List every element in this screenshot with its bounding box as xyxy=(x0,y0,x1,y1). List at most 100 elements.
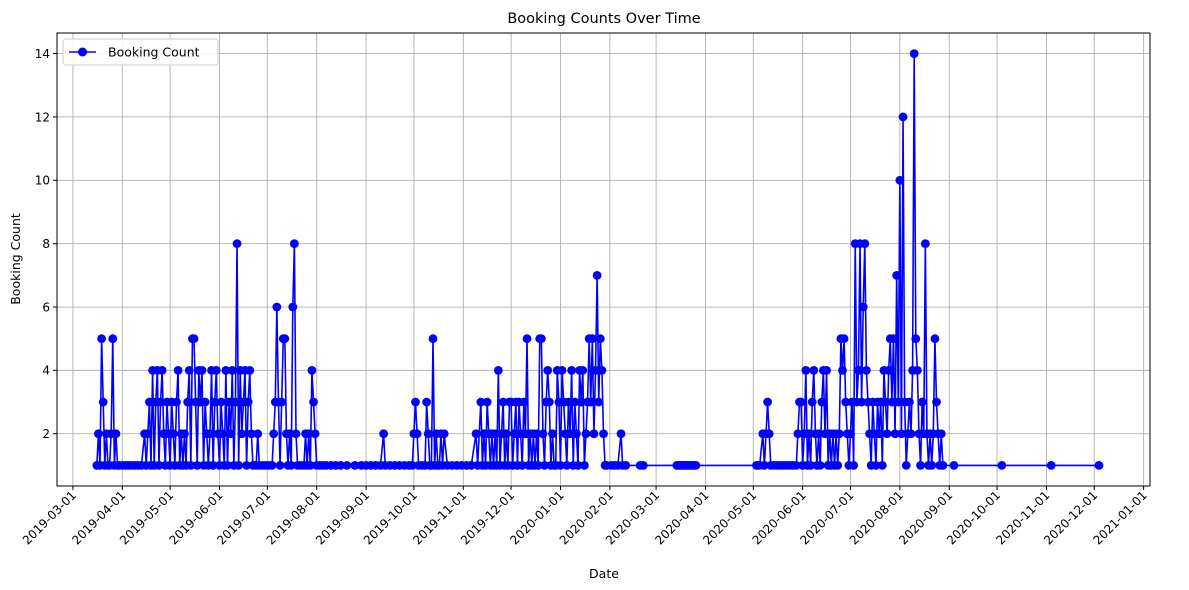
data-point xyxy=(548,429,557,439)
data-point xyxy=(543,365,553,375)
data-point xyxy=(501,429,511,439)
data-point xyxy=(938,461,948,470)
data-point xyxy=(439,429,449,439)
data-point xyxy=(949,461,959,470)
data-point xyxy=(595,334,605,344)
y-tick-label: 12 xyxy=(35,110,50,124)
data-point xyxy=(597,365,607,375)
data-point xyxy=(108,334,118,344)
data-point xyxy=(791,461,801,470)
data-point xyxy=(817,397,827,407)
data-point xyxy=(210,397,220,407)
data-point xyxy=(881,397,890,407)
data-point xyxy=(98,397,108,407)
data-point xyxy=(884,365,894,375)
data-point xyxy=(814,429,823,439)
data-point xyxy=(533,461,543,470)
data-point xyxy=(242,461,252,470)
data-point xyxy=(760,461,769,470)
data-point xyxy=(211,365,221,375)
data-point xyxy=(205,429,215,439)
plot-frame xyxy=(56,32,1151,487)
data-point xyxy=(893,397,903,407)
data-point xyxy=(849,461,859,470)
data-point xyxy=(621,461,631,470)
data-point xyxy=(208,461,218,470)
data-point xyxy=(272,302,282,312)
data-point xyxy=(861,365,871,375)
data-point xyxy=(168,429,178,439)
data-point xyxy=(307,365,317,375)
data-point xyxy=(573,461,583,470)
data-point xyxy=(309,397,318,407)
data-point xyxy=(930,334,940,344)
data-point xyxy=(422,397,432,407)
data-point xyxy=(587,334,597,344)
data-point xyxy=(253,429,263,439)
data-point xyxy=(183,397,193,407)
data-point xyxy=(860,239,870,249)
data-point xyxy=(579,461,589,470)
data-point xyxy=(882,429,892,439)
data-point xyxy=(589,429,599,439)
data-point xyxy=(909,49,919,58)
data-point xyxy=(286,461,296,470)
data-point xyxy=(186,461,196,470)
data-point xyxy=(156,397,165,407)
data-point xyxy=(557,365,567,375)
data-point xyxy=(822,365,831,375)
data-point xyxy=(493,365,503,375)
series-booking-count xyxy=(92,49,1104,470)
data-point xyxy=(839,334,849,344)
data-point xyxy=(1046,461,1056,470)
data-point xyxy=(905,397,914,407)
data-point xyxy=(916,461,925,470)
data-point xyxy=(581,429,591,439)
data-point xyxy=(833,461,843,470)
y-tick-label: 4 xyxy=(42,364,50,378)
data-point xyxy=(917,397,927,407)
data-point xyxy=(890,429,900,439)
y-tick-label: 2 xyxy=(42,427,50,441)
data-point xyxy=(887,397,897,407)
y-axis-label: Booking Count xyxy=(8,213,23,305)
data-point xyxy=(280,334,290,344)
grid xyxy=(57,33,1150,486)
data-point xyxy=(490,429,500,439)
data-point xyxy=(237,429,247,439)
data-point xyxy=(482,397,492,407)
data-point xyxy=(906,429,916,439)
data-point xyxy=(192,461,202,470)
data-point xyxy=(570,397,580,407)
data-point xyxy=(807,397,817,407)
data-point xyxy=(912,365,922,375)
data-point xyxy=(224,397,234,407)
data-point xyxy=(184,365,194,375)
data-point xyxy=(838,365,847,375)
data-point xyxy=(111,429,121,439)
data-point xyxy=(897,429,906,439)
data-point xyxy=(197,365,207,375)
data-point xyxy=(221,365,231,375)
y-tick-label: 6 xyxy=(42,300,50,314)
data-point xyxy=(226,429,236,439)
data-point xyxy=(895,175,905,185)
data-point xyxy=(97,334,107,344)
data-point xyxy=(793,429,803,439)
data-point xyxy=(892,270,902,280)
data-point xyxy=(200,397,210,407)
data-point xyxy=(763,397,773,407)
chart-title: Booking Counts Over Time xyxy=(507,11,700,27)
data-point xyxy=(423,429,433,439)
data-point xyxy=(536,334,546,344)
data-point xyxy=(846,429,855,439)
data-point xyxy=(471,429,481,439)
data-point xyxy=(288,302,298,312)
data-point xyxy=(804,429,814,439)
data-point xyxy=(522,334,532,344)
data-point xyxy=(889,334,898,344)
data-point xyxy=(815,461,825,470)
data-point xyxy=(227,365,237,375)
data-point xyxy=(801,365,811,375)
legend: Booking Count xyxy=(62,38,219,66)
